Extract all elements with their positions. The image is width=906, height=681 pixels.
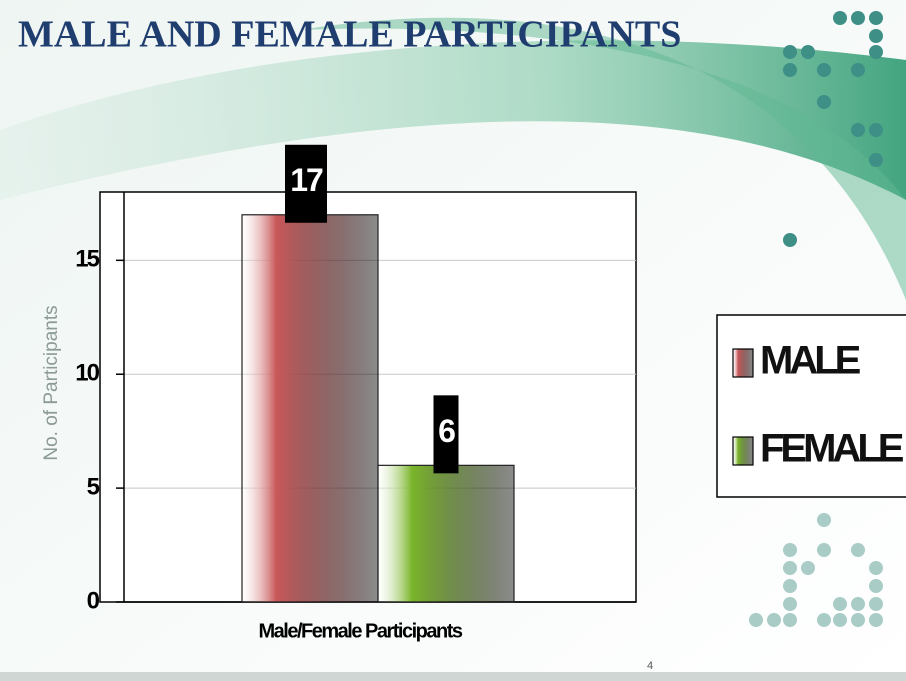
y-tick-label: 10 — [75, 360, 99, 387]
dots — [783, 11, 883, 247]
data-label: 6 — [438, 413, 455, 449]
page-number: 4 — [647, 660, 653, 672]
legend-swatch — [732, 348, 754, 378]
y-tick-label: 0 — [87, 587, 100, 614]
y-tick-label: 15 — [75, 246, 99, 273]
swoosh — [0, 40, 906, 201]
footer-bar — [0, 672, 906, 681]
data-label-box — [433, 395, 459, 474]
y-tick-label: 5 — [87, 473, 100, 500]
bar — [241, 214, 379, 603]
data-label-box — [285, 144, 327, 223]
x-axis-label: Male/Female Participants — [259, 620, 463, 642]
chart-title: MALE AND FEMALE PARTICIPANTS — [18, 14, 681, 56]
legend-swatch — [732, 436, 754, 466]
legend — [716, 314, 906, 498]
legend-label: FEMALE — [760, 427, 904, 471]
dots — [749, 513, 883, 627]
y-axis-label: No. of Participants — [41, 305, 62, 460]
data-label: 17 — [290, 162, 323, 198]
bar — [377, 464, 515, 603]
legend-label: MALE — [760, 339, 861, 383]
